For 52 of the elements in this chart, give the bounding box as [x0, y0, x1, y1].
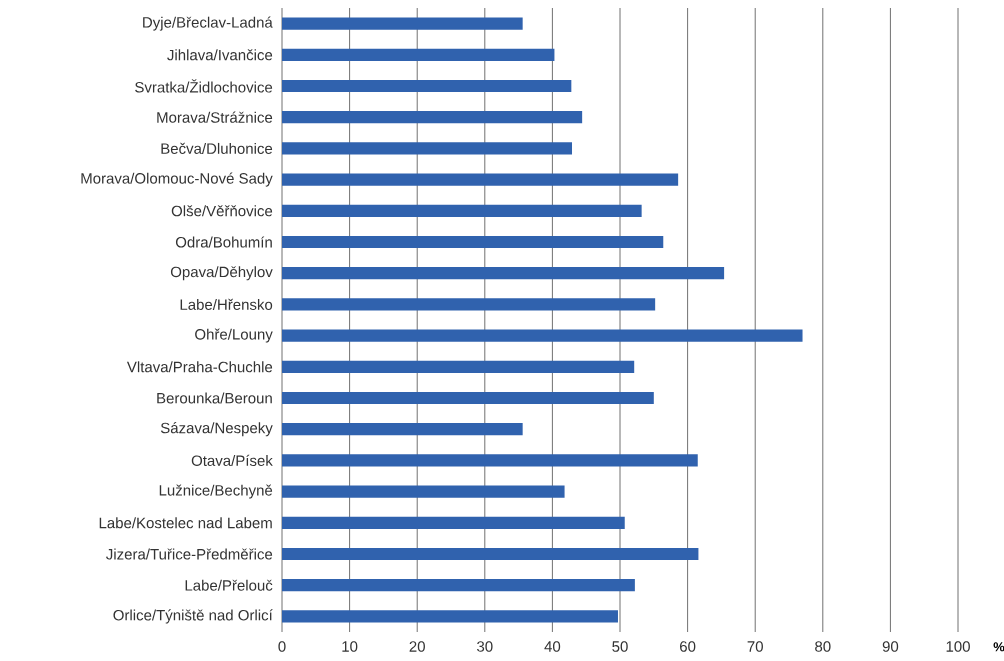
y-tick-label: Morava/Olomouc-Nové Sady: [81, 172, 273, 187]
bar: [282, 235, 664, 249]
bar: [282, 485, 565, 498]
y-tick-label: Jihlava/Ivančice: [167, 49, 273, 61]
x-tick-label: 70: [747, 641, 763, 652]
bar: [282, 298, 656, 311]
y-tick-label: Labe/Přelouč: [185, 579, 273, 591]
y-tick-label: Jizera/Tuřice-Předměřice: [106, 548, 273, 560]
y-tick-label: Labe/Kostelec nad Labem: [99, 517, 272, 529]
bar: [282, 267, 725, 280]
bar: [282, 579, 635, 592]
y-tick-label: Bečva/Dluhonice: [161, 142, 273, 154]
x-axis-title: %: [993, 642, 1004, 652]
x-tick-label: 90: [882, 641, 899, 652]
y-tick-label: Svratka/Židlochovice: [135, 79, 273, 93]
y-tick-label: Labe/Hřensko: [180, 298, 273, 310]
bar: [282, 547, 699, 561]
y-tick-label: Berounka/Beroun: [157, 392, 272, 404]
y-tick-label: Odra/Bohumín: [175, 236, 272, 248]
y-tick-label: Vltava/Praha-Chuchle: [126, 361, 273, 373]
bar: [282, 454, 698, 467]
x-tick-label: 100: [946, 641, 970, 652]
x-tick-label: 40: [544, 641, 561, 652]
x-tick-label: 80: [815, 641, 831, 652]
x-tick-label: 10: [342, 641, 358, 652]
y-tick-label: Dyje/Břeclav-Ladná: [143, 16, 273, 31]
bar: [282, 610, 618, 623]
y-tick-label: Lužnice/Bechyně: [159, 484, 273, 499]
bar: [282, 204, 642, 217]
bar: [282, 142, 573, 155]
y-tick-label: Ohře/Louny: [195, 328, 273, 343]
y-tick-label: Morava/Strážnice: [157, 111, 273, 123]
bar: [282, 516, 625, 529]
bar: [282, 111, 583, 124]
x-tick-label: 50: [612, 641, 628, 652]
bar: [282, 79, 572, 93]
x-tick-label: 0: [278, 641, 286, 652]
y-tick-label: Opava/Děhylov: [170, 266, 273, 281]
bar: [282, 329, 803, 342]
y-tick-label: Olše/Věřňovice: [171, 205, 273, 217]
bar: [282, 423, 523, 436]
y-tick-label: Orlice/Týniště nad Orlicí: [113, 609, 273, 624]
y-tick-label: Otava/Písek: [191, 454, 273, 466]
bar: [282, 360, 635, 373]
x-tick-label: 30: [477, 641, 493, 652]
bar: [282, 48, 555, 61]
x-tick-label: 60: [680, 641, 696, 652]
x-tick-label: 20: [409, 641, 425, 652]
y-tick-label: Sázava/Nespeky: [160, 422, 273, 437]
bar: [282, 173, 679, 186]
bar: [282, 391, 654, 405]
bar: [282, 17, 523, 30]
